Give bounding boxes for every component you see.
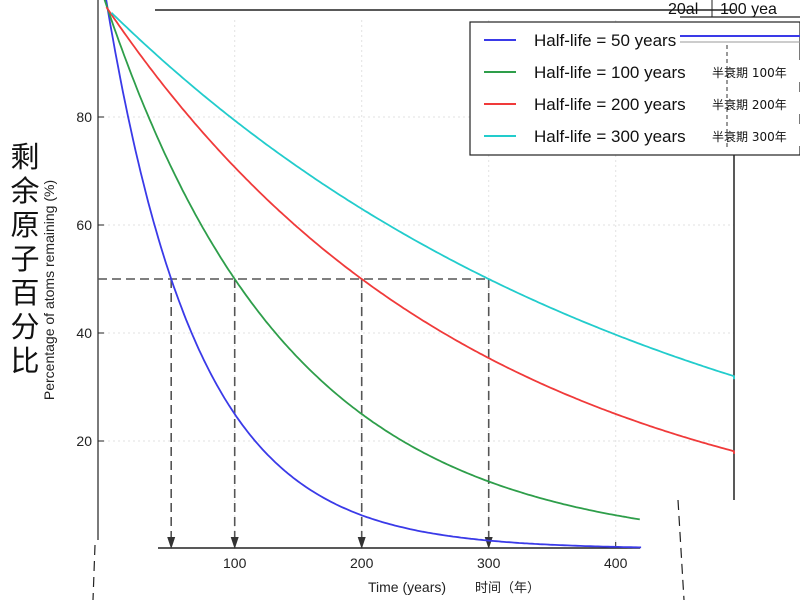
x-tick-label-300: 300: [477, 555, 501, 571]
series-line-300: [110, 12, 735, 380]
series-line-50: [105, 0, 642, 549]
x-tick-label-400: 400: [604, 555, 628, 571]
x-tick-label-100: 100: [223, 555, 247, 571]
y-tick-label-20: 20: [76, 433, 92, 449]
legend-cn-bg-200: [710, 92, 800, 114]
x-axis-label: Time (years): [368, 579, 446, 595]
legend-cn-bg-100: [710, 60, 800, 82]
y-ticks: 20 40 60 80: [76, 109, 104, 449]
bottom-right-dash: [677, 499, 685, 600]
y-tick-label-80: 80: [76, 109, 92, 125]
drop-arrow-100: [230, 537, 239, 549]
series-lines: [103, 0, 735, 549]
reference-lines: [98, 278, 493, 549]
top-overlay-left-text: 20al: [668, 1, 698, 18]
legend-label-cn-100: 半衰期 100年: [712, 65, 787, 80]
drop-arrow-50: [167, 537, 176, 549]
legend-cn-bg-300: [710, 124, 800, 146]
legend-label-cn-300: 半衰期 300年: [712, 129, 787, 144]
legend-label-100: Half-life = 100 years: [534, 63, 686, 82]
legend: Half-life = 50 years Half-life = 100 year…: [484, 31, 800, 146]
legend-label-50: Half-life = 50 years: [534, 31, 676, 50]
x-ticks: 100 200 300 400: [223, 542, 628, 571]
y-tick-label-40: 40: [76, 325, 92, 341]
x-tick-label-200: 200: [350, 555, 374, 571]
drop-arrow-300: [484, 537, 493, 549]
y-axis-label-cn: 剩 余 原 子 百 分 比: [10, 140, 40, 378]
legend-label-cn-200: 半衰期 200年: [712, 97, 787, 112]
left-axis-dash: [92, 544, 96, 600]
x-axis-label-cn: 时间（年）: [475, 581, 540, 596]
series-line-100: [103, 0, 640, 521]
series-line-200: [105, 6, 735, 454]
y-tick-label-60: 60: [76, 217, 92, 233]
y-axis-label: Percentage of atoms remaining (%): [41, 180, 57, 400]
top-overlay-right-text: 100 yea: [720, 1, 777, 18]
legend-label-300: Half-life = 300 years: [534, 127, 686, 146]
drop-arrow-200: [357, 537, 366, 549]
legend-label-200: Half-life = 200 years: [534, 95, 686, 114]
